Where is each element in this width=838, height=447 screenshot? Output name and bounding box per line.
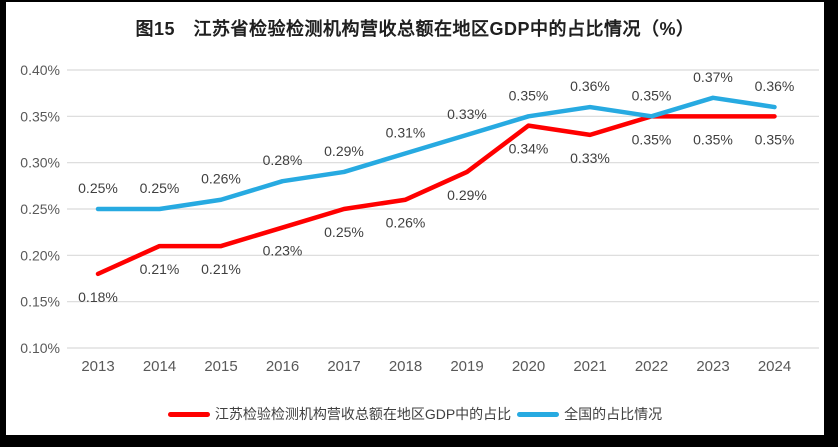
- x-axis-tick-label: 2021: [573, 358, 606, 375]
- legend-item-national: 全国的占比情况: [517, 404, 662, 424]
- data-label-national: 0.37%: [693, 69, 733, 85]
- data-label-national: 0.36%: [570, 78, 610, 94]
- data-label-jiangsu: 0.23%: [263, 243, 303, 259]
- data-label-national: 0.25%: [140, 180, 180, 196]
- data-label-jiangsu: 0.21%: [140, 261, 180, 277]
- x-axis-tick-label: 2022: [635, 358, 668, 375]
- data-label-national: 0.31%: [386, 124, 426, 140]
- legend-item-jiangsu: 江苏检验检测机构营收总额在地区GDP中的占比: [167, 404, 512, 424]
- data-label-jiangsu: 0.18%: [78, 289, 118, 305]
- y-axis-tick-label: 0.25%: [20, 201, 60, 217]
- data-label-national: 0.26%: [201, 171, 241, 187]
- x-axis-tick-label: 2014: [143, 358, 176, 375]
- y-axis-tick-label: 0.30%: [20, 155, 60, 171]
- series-line-national: [95, 95, 777, 212]
- y-axis-tick-label: 0.40%: [20, 62, 60, 78]
- data-label-national: 0.35%: [509, 87, 549, 103]
- legend: 江苏检验检测机构营收总额在地区GDP中的占比 全国的占比情况: [6, 404, 824, 424]
- legend-line-swatch-jiangsu: [167, 411, 210, 417]
- data-label-national: 0.36%: [755, 78, 795, 94]
- x-axis-tick-label: 2013: [81, 358, 114, 375]
- data-label-national: 0.33%: [447, 106, 487, 122]
- x-axis-tick-label: 2020: [512, 358, 545, 375]
- y-axis-tick-label: 0.15%: [20, 294, 60, 310]
- y-axis-tick-label: 0.35%: [20, 108, 60, 124]
- data-label-jiangsu: 0.35%: [632, 131, 672, 147]
- data-label-jiangsu: 0.33%: [570, 150, 610, 166]
- y-axis-tick-label: 0.20%: [20, 247, 60, 263]
- data-label-jiangsu: 0.29%: [447, 187, 487, 203]
- y-axis-tick-label: 0.10%: [20, 340, 60, 356]
- data-label-national: 0.29%: [324, 143, 364, 159]
- x-axis-tick-label: 2015: [204, 358, 237, 375]
- data-label-national: 0.25%: [78, 180, 118, 196]
- x-axis-tick-label: 2019: [450, 358, 483, 375]
- legend-line-swatch-national: [517, 411, 560, 417]
- data-label-national: 0.35%: [632, 87, 672, 103]
- x-axis-tick-label: 2016: [266, 358, 299, 375]
- data-label-national: 0.28%: [263, 152, 303, 168]
- x-axis-tick-label: 2023: [696, 358, 729, 375]
- x-axis-tick-label: 2018: [389, 358, 422, 375]
- data-label-jiangsu: 0.26%: [386, 215, 426, 231]
- legend-label-jiangsu: 江苏检验检测机构营收总额在地区GDP中的占比: [214, 406, 512, 422]
- data-label-jiangsu: 0.34%: [509, 141, 549, 157]
- data-label-jiangsu: 0.21%: [201, 261, 241, 277]
- chart-title: 图15 江苏省检验检测机构营收总额在地区GDP中的占比情况（%）: [135, 19, 695, 39]
- data-label-jiangsu: 0.25%: [324, 224, 364, 240]
- chart-panel: 图15 江苏省检验检测机构营收总额在地区GDP中的占比情况（%） 0.40% 0.…: [6, 2, 824, 435]
- data-label-jiangsu: 0.35%: [693, 131, 733, 147]
- line-chart-plot-area: 0.40% 0.35% 0.30% 0.25% 0.20% 0.15% 0.10% 2013 2…: [20, 62, 819, 375]
- data-label-jiangsu: 0.35%: [755, 131, 795, 147]
- legend-label-national: 全国的占比情况: [564, 406, 663, 422]
- x-axis-tick-label: 2017: [327, 358, 360, 375]
- x-axis-tick-label: 2024: [758, 358, 791, 375]
- series-line-jiangsu: [95, 114, 777, 277]
